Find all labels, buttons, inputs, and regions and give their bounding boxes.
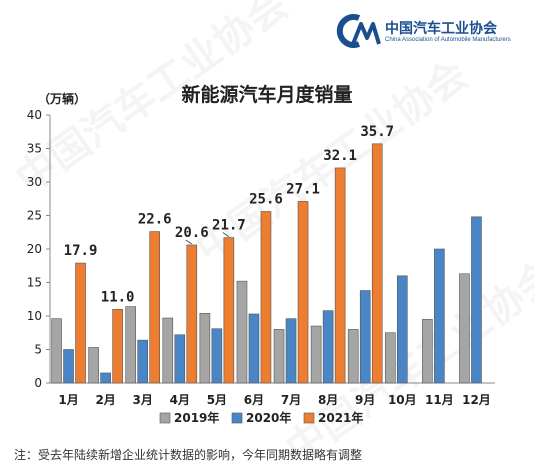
bar-2020年 <box>100 372 111 384</box>
bar-2021年 <box>260 211 272 384</box>
y-tick-label: 25 <box>27 209 42 223</box>
x-tick-label: 2月 <box>95 393 115 407</box>
y-tick-label: 5 <box>34 343 42 357</box>
bar-2020年 <box>471 216 482 384</box>
bar-2020年 <box>248 313 260 384</box>
data-label: 17.9 <box>64 243 98 259</box>
x-tick-label: 11月 <box>425 393 454 407</box>
x-tick-label: 12月 <box>462 393 491 407</box>
y-axis-unit: （万辆） <box>38 92 87 106</box>
legend-swatch-2019年 <box>159 412 171 424</box>
x-tick-label: 8月 <box>318 393 338 407</box>
y-tick-label: 0 <box>34 376 42 390</box>
legend-label: 2020年 <box>246 410 291 425</box>
data-label: 22.6 <box>138 212 172 228</box>
bar-2021年 <box>297 201 309 384</box>
data-label: 27.1 <box>286 181 320 197</box>
bar-2020年 <box>63 349 74 384</box>
x-tick-label: 6月 <box>244 393 264 407</box>
bar-2019年 <box>422 319 433 384</box>
y-tick-label: 35 <box>27 142 42 156</box>
legend-swatch-2020年 <box>231 412 243 424</box>
bar-2019年 <box>347 329 359 384</box>
logo-name-cn: 中国汽车工业协会 <box>385 21 497 37</box>
bar-2019年 <box>384 332 396 384</box>
y-tick-label: 15 <box>27 276 42 290</box>
data-label: 35.7 <box>360 124 394 140</box>
legend-label: 2019年 <box>174 410 219 425</box>
x-tick-label: 3月 <box>133 393 153 407</box>
data-label: 20.6 <box>175 225 209 241</box>
bar-2020年 <box>322 310 334 384</box>
bar-2019年 <box>236 280 248 384</box>
bar-2019年 <box>125 306 137 384</box>
x-tick-label: 1月 <box>58 393 78 407</box>
data-label: 11.0 <box>101 289 135 305</box>
bar-2019年 <box>310 325 322 384</box>
y-tick-label: 10 <box>27 309 42 323</box>
bar-2020年 <box>285 318 297 384</box>
bar-2021年 <box>149 231 161 384</box>
x-tick-label: 4月 <box>170 393 190 407</box>
data-label: 21.7 <box>212 218 246 234</box>
bar-2021年 <box>223 237 235 384</box>
y-tick-label: 40 <box>27 108 42 122</box>
bar-2020年 <box>396 275 408 384</box>
bar-2021年 <box>371 143 383 384</box>
data-label: 25.6 <box>249 191 283 207</box>
bar-2019年 <box>51 318 62 384</box>
bar-2019年 <box>162 317 174 384</box>
bar-2019年 <box>273 329 285 384</box>
x-tick-label: 10月 <box>388 393 417 407</box>
x-tick-label: 7月 <box>281 393 301 407</box>
bar-2020年 <box>174 334 186 384</box>
bar-2021年 <box>75 262 86 384</box>
footnote: 注：受去年陆续新增企业统计数据的影响，今年同期数据略有调整 <box>14 448 363 462</box>
legend-swatch-2021年 <box>303 412 315 424</box>
y-tick-label: 30 <box>27 175 42 189</box>
logo-name-en: China Association of Automobile Manufact… <box>385 37 511 43</box>
bar-2020年 <box>137 339 149 384</box>
bar-2021年 <box>186 244 198 384</box>
data-label-leader <box>222 232 230 237</box>
bar-2021年 <box>112 308 123 384</box>
bar-2019年 <box>199 313 211 384</box>
legend-label: 2021年 <box>318 410 363 425</box>
caam-logo: 中国汽车工业协会 China Association of Automobile… <box>335 14 525 50</box>
bar-2020年 <box>211 328 223 384</box>
caam-logo-icon <box>336 14 381 48</box>
bar-2020年 <box>434 248 445 384</box>
y-tick-label: 20 <box>27 242 42 256</box>
bar-2021年 <box>334 167 346 384</box>
bar-2020年 <box>359 290 371 384</box>
data-label: 32.1 <box>323 148 357 164</box>
bar-2019年 <box>88 347 99 384</box>
chart-title: 新能源汽车月度销量 <box>181 84 353 106</box>
bar-2019年 <box>459 273 470 384</box>
x-tick-label: 9月 <box>355 393 375 407</box>
data-label-leader <box>185 239 193 245</box>
x-tick-label: 5月 <box>207 393 227 407</box>
